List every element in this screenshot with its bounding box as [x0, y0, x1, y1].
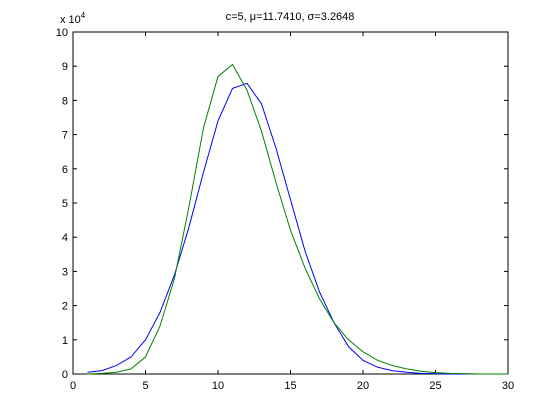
y-multiplier-base: x 10: [60, 14, 81, 26]
y-tick-label: 4: [62, 232, 68, 244]
x-tick-label: 30: [502, 380, 514, 392]
y-tick-label: 1: [62, 335, 68, 347]
line-series: [87, 82, 508, 375]
y-tick-label: 9: [62, 61, 68, 73]
x-tick-label: 15: [284, 380, 296, 392]
y-multiplier-exponent: 4: [81, 11, 86, 20]
y-multiplier: x 104: [60, 11, 86, 26]
x-tick-label: 0: [70, 380, 76, 392]
x-tick-label: 5: [142, 380, 148, 392]
y-tick-label: 0: [62, 369, 68, 381]
x-tick-label: 20: [357, 380, 369, 392]
y-tick-label: 7: [62, 130, 68, 142]
plot-area: [72, 31, 509, 375]
y-tick-label: 8: [62, 95, 68, 107]
y-tick-label: 3: [62, 266, 68, 278]
y-tick-label: 6: [62, 164, 68, 176]
y-tick-label: 5: [62, 198, 68, 210]
chart-title: c=5, μ=11.7410, σ=3.2648: [226, 11, 355, 23]
x-tick-label: 25: [429, 380, 441, 392]
x-tick-label: 10: [212, 380, 224, 392]
y-tick-label: 2: [62, 301, 68, 313]
line-series: [87, 63, 508, 375]
y-tick-label: 10: [56, 27, 68, 39]
